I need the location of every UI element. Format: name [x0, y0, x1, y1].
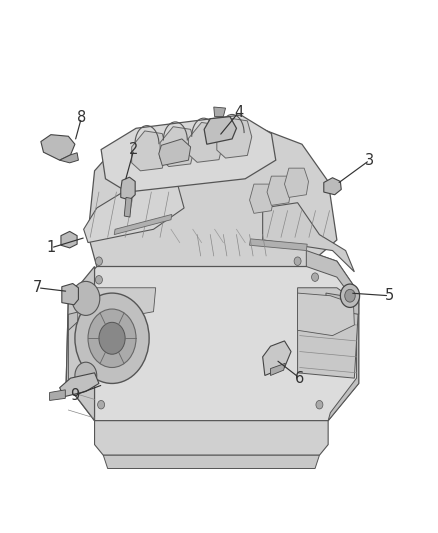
Polygon shape [101, 115, 276, 192]
Text: 6: 6 [295, 370, 304, 386]
Text: 2: 2 [129, 142, 138, 157]
Polygon shape [263, 341, 291, 375]
Polygon shape [297, 288, 359, 378]
Polygon shape [121, 177, 135, 200]
Polygon shape [217, 118, 252, 158]
Text: 5: 5 [385, 288, 394, 303]
Polygon shape [114, 214, 172, 235]
Text: 7: 7 [33, 280, 42, 295]
Circle shape [75, 293, 149, 383]
Polygon shape [204, 117, 237, 144]
Polygon shape [214, 107, 226, 117]
Polygon shape [263, 203, 354, 272]
Circle shape [99, 322, 125, 354]
Polygon shape [132, 131, 166, 171]
Text: 4: 4 [234, 105, 243, 120]
Circle shape [95, 276, 102, 284]
Polygon shape [73, 325, 95, 383]
Circle shape [340, 284, 360, 308]
Polygon shape [66, 266, 95, 421]
Polygon shape [95, 421, 328, 455]
Circle shape [294, 257, 301, 265]
Circle shape [98, 400, 105, 409]
Polygon shape [306, 251, 359, 421]
Circle shape [316, 400, 323, 409]
Circle shape [88, 309, 136, 368]
Polygon shape [250, 239, 307, 251]
Circle shape [95, 257, 102, 265]
Polygon shape [84, 176, 184, 243]
Polygon shape [250, 184, 274, 213]
Text: 1: 1 [46, 240, 56, 255]
Polygon shape [95, 288, 155, 322]
Polygon shape [267, 176, 291, 205]
Polygon shape [49, 390, 65, 400]
Text: 8: 8 [77, 110, 86, 125]
Polygon shape [285, 168, 308, 197]
Circle shape [75, 362, 97, 389]
Polygon shape [60, 153, 78, 163]
Text: 3: 3 [365, 152, 374, 168]
Polygon shape [68, 309, 90, 336]
Circle shape [345, 289, 355, 302]
Polygon shape [103, 455, 319, 469]
Polygon shape [271, 364, 286, 375]
Polygon shape [160, 127, 195, 166]
Polygon shape [124, 197, 132, 217]
Polygon shape [88, 118, 337, 266]
Polygon shape [60, 373, 99, 397]
Polygon shape [66, 251, 359, 421]
Circle shape [311, 273, 318, 281]
Polygon shape [324, 177, 341, 195]
Polygon shape [62, 284, 78, 305]
Polygon shape [68, 322, 95, 383]
Polygon shape [61, 231, 77, 248]
Polygon shape [326, 293, 359, 314]
Polygon shape [188, 123, 223, 163]
Polygon shape [41, 135, 75, 160]
Text: 9: 9 [70, 387, 80, 402]
Polygon shape [297, 293, 354, 336]
Polygon shape [159, 139, 191, 165]
Circle shape [72, 281, 100, 316]
